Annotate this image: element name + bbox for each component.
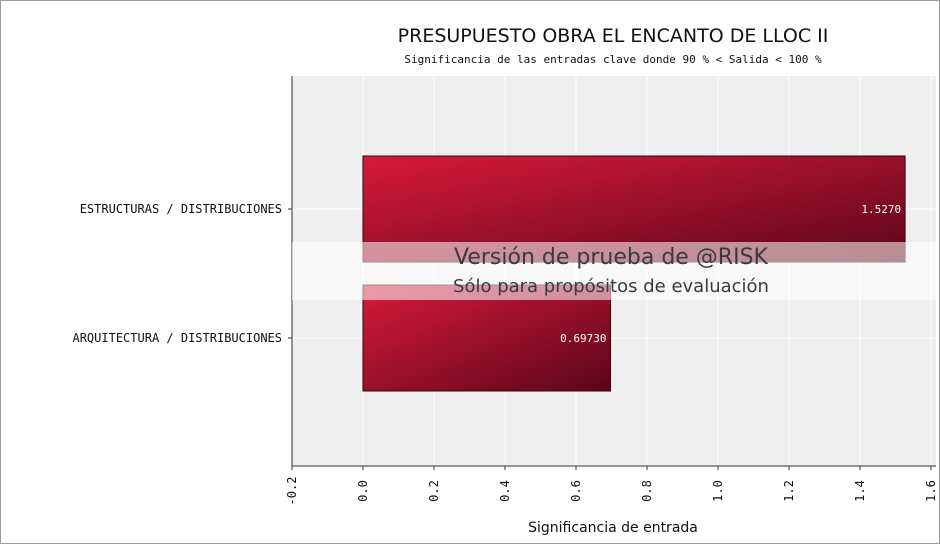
watermark-line2: Sólo para propósitos de evaluación [453,276,769,297]
x-tick-label: 1.4 [853,480,867,502]
x-tick-label: 1.6 [924,480,938,502]
x-tick-label: 1.0 [711,480,725,502]
x-tick-label: -0.2 [285,477,299,506]
watermark: Versión de prueba de @RISK Sólo para pro… [292,242,936,300]
chart-subtitle: Significancia de las entradas clave dond… [404,53,822,66]
x-tick-label: 1.2 [782,480,796,502]
x-axis-title: Significancia de entrada [528,520,698,536]
category-labels: ESTRUCTURAS / DISTRIBUCIONES ARQUITECTURA… [72,202,282,345]
x-tick-label: 0.8 [640,480,654,502]
bar-value-label: 0.69730 [560,332,606,345]
x-tick-label: 0.4 [498,480,512,502]
watermark-band [292,242,936,300]
chart-title: PRESUPUESTO OBRA EL ENCANTO DE LLOC II [398,25,829,47]
bar-value-label: 1.5270 [861,203,901,216]
watermark-line1: Versión de prueba de @RISK [454,245,769,270]
x-tick-labels: -0.2 0.0 0.2 0.4 0.6 0.8 1.0 1.2 1.4 1.6 [285,477,938,506]
x-tick-label: 0.0 [356,480,370,502]
category-label: ARQUITECTURA / DISTRIBUCIONES [72,331,282,345]
x-tick-label: 0.2 [427,480,441,502]
x-tick-label: 0.6 [569,480,583,502]
category-label: ESTRUCTURAS / DISTRIBUCIONES [80,202,282,216]
